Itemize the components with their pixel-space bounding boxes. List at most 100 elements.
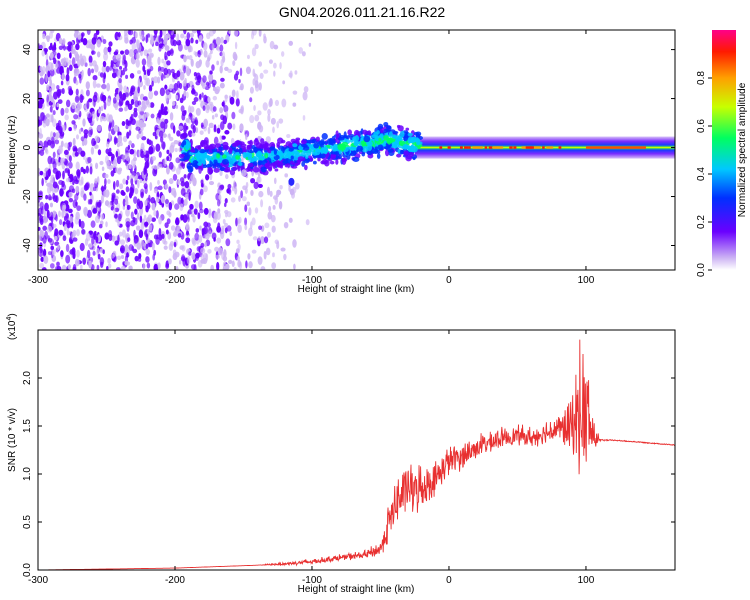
spectrogram-noise-cell	[179, 177, 185, 183]
spectrogram-noise-cell	[142, 96, 148, 101]
spectrogram-blob	[241, 169, 247, 177]
spectrogram-noise-cell	[122, 135, 128, 143]
spectrogram-noise-cell	[234, 186, 238, 195]
spectrogram-noise-cell	[172, 173, 178, 181]
snr-ytick-label: 0.5	[22, 515, 33, 529]
spectrogram-noise-cell	[125, 200, 129, 206]
spectrogram-noise-cell	[212, 95, 218, 101]
spectrogram-noise-cell	[191, 213, 195, 218]
spectrogram-blob	[341, 144, 346, 149]
spectrogram-noise-cell	[262, 102, 268, 111]
spectrogram-noise-cell	[129, 72, 135, 79]
spectrogram-noise-cell	[248, 261, 253, 269]
spectrogram-noise-cell	[47, 70, 51, 78]
spectrogram-noise-cell	[286, 133, 291, 139]
spectrogram-noise-cell	[122, 198, 126, 207]
spectrogram-blob	[249, 139, 253, 147]
spectrogram-noise-cell	[50, 96, 54, 103]
colorbar-ticks: 0.0 0.2 0.4 0.6 0.8	[696, 71, 712, 277]
spectrogram-noise-cell	[101, 84, 107, 90]
spectrogram-blob	[399, 130, 405, 138]
spectrogram-noise-cell	[191, 30, 197, 34]
spectrogram-noise-cell	[79, 242, 85, 252]
spectrogram-noise-cell	[263, 33, 266, 39]
spectrogram-noise-cell	[77, 34, 82, 40]
spectrogram-noise-cell	[58, 45, 64, 51]
spectrogram-noise-cell	[238, 79, 241, 84]
spectrogram-noise-cell	[76, 205, 82, 211]
spectrogram-noise-cell	[97, 149, 102, 156]
spectrogram-noise-cell	[103, 189, 107, 198]
spectrogram-noise-cell	[120, 254, 125, 259]
spectrogram-noise-cell	[49, 263, 55, 269]
spectrogram-noise-cell	[118, 91, 123, 99]
spectrogram-blob	[362, 129, 368, 135]
spectrogram-blob	[186, 141, 190, 148]
spectrogram-noise-cell	[180, 105, 185, 113]
spectrogram-band-peak	[529, 146, 535, 149]
spectrogram-noise-cell	[61, 88, 65, 95]
spectrogram-blob	[288, 148, 294, 152]
spectrogram-noise-cell	[55, 213, 58, 222]
spectrogram-noise-cell	[92, 208, 97, 214]
spectrogram-blob	[237, 161, 243, 166]
spectrogram-noise-cell	[39, 77, 45, 85]
spectrogram-noise-cell	[235, 217, 238, 227]
spectrogram-noise-cell	[172, 72, 176, 78]
spectrogram-noise-cell	[216, 127, 221, 134]
spectrogram-noise-cell	[199, 130, 204, 135]
spectrogram-noise-cell	[266, 231, 271, 238]
spectrogram-blob	[258, 155, 266, 160]
spectrogram-noise-cell	[130, 143, 135, 149]
spectrogram-noise-cell	[260, 199, 264, 208]
spectrogram-noise-cell	[117, 167, 123, 172]
spectrogram-noise-cell	[92, 94, 98, 103]
spectrogram-blob	[304, 164, 308, 171]
spectrogram-noise-cell	[292, 239, 297, 248]
spectrogram-noise-cell	[127, 30, 132, 35]
spectrogram-noise-cell	[48, 114, 54, 123]
spectrogram-blob	[319, 153, 326, 159]
spectrogram-noise-cell	[40, 256, 45, 262]
spectrogram-noise-cell	[267, 113, 271, 122]
spectrogram-ytick-label: 20	[22, 93, 33, 105]
spectrogram-noise-cell	[71, 120, 76, 125]
spectrogram-blob	[330, 153, 337, 160]
spectrogram-band-peak	[484, 146, 488, 149]
spectrogram-noise-cell	[134, 187, 139, 195]
spectrogram-noise-cell	[254, 80, 259, 89]
spectrogram-band-peak	[546, 146, 554, 149]
spectrogram-noise-cell	[222, 55, 226, 63]
spectrogram-noise-cell	[61, 157, 66, 162]
spectrogram-noise-cell	[42, 120, 47, 128]
spectrogram-noise-cell	[213, 136, 219, 145]
spectrogram-noise-cell	[129, 116, 133, 124]
spectrogram-noise-cell	[213, 124, 217, 133]
spectrogram-noise-cell	[153, 188, 158, 194]
spectrogram-noise-cell	[128, 129, 132, 136]
spectrogram-noise-cell	[164, 199, 170, 205]
spectrogram-blob	[338, 154, 343, 160]
spectrogram-noise-cell	[185, 38, 191, 47]
spectrogram-noise-cell	[216, 261, 220, 270]
spectrogram-noise-cell	[91, 119, 95, 125]
spectrogram-noise-cell	[56, 265, 62, 270]
spectrogram-ytick-label: -20	[22, 189, 33, 204]
spectrogram-blob	[392, 130, 399, 134]
spectrogram-band-peak	[447, 146, 451, 149]
spectrogram-noise-cell	[186, 32, 191, 40]
spectrogram-noise-cell	[68, 191, 73, 198]
spectrogram-noise-cell	[171, 100, 176, 106]
spectrogram-band-peak-tail	[585, 146, 646, 149]
spectrogram-noise-cell	[195, 252, 200, 259]
spectrogram-noise-cell	[76, 171, 81, 179]
spectrogram-noise-cell	[117, 135, 123, 144]
spectrogram-noise-cell	[211, 114, 215, 120]
colorbar-tick-label: 0.4	[696, 167, 707, 181]
spectrogram-noise-cell	[233, 30, 239, 37]
spectrogram-noise-cell	[66, 228, 70, 236]
spectrogram-noise-cell	[50, 52, 54, 59]
spectrogram-blob	[293, 155, 299, 161]
spectrogram-noise-cell	[148, 84, 153, 93]
spectrogram-noise-cell	[78, 218, 82, 228]
